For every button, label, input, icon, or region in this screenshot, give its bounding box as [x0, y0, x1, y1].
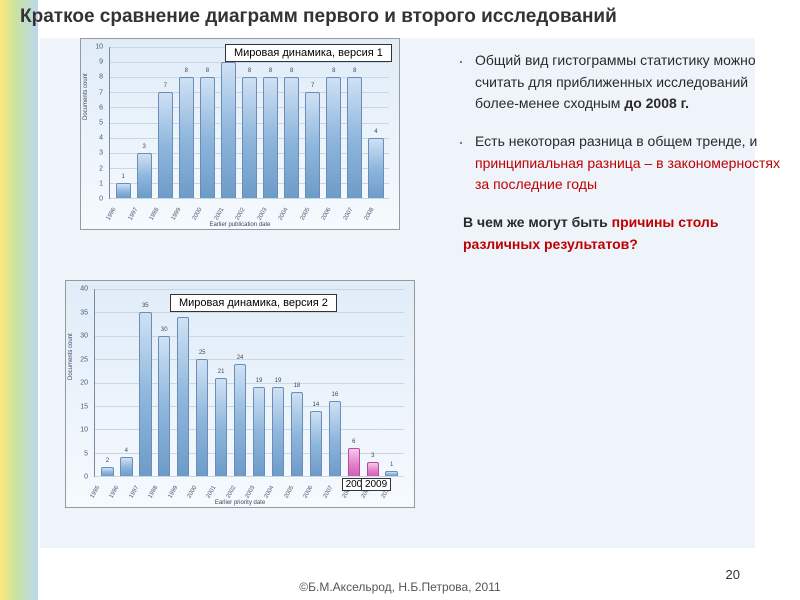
bar: 4: [368, 138, 383, 198]
bar: 34: [177, 317, 189, 476]
bar: 2: [101, 467, 113, 476]
bar: 7: [158, 92, 173, 198]
bar: 4: [120, 457, 132, 476]
bar: 8: [179, 77, 194, 198]
chart1-badge: Мировая динамика, версия 1: [225, 44, 392, 62]
chart2-bars: 243530342521241919181416631: [95, 289, 404, 476]
chart1-y-ticks: 012345678910: [81, 47, 107, 199]
bullet1-text: Общий вид гистограммы статистику можно с…: [475, 52, 756, 111]
closing-pre: В чем же могут быть: [463, 214, 612, 230]
chart2-badge: Мировая динамика, версия 2: [170, 294, 337, 312]
bar: 24: [234, 364, 246, 476]
bullet2-red: принципиальная разница – в закономерност…: [475, 155, 780, 193]
bar: 14: [310, 411, 322, 476]
slide-title: Краткое сравнение диаграмм первого и вто…: [20, 6, 780, 28]
bar: 1: [385, 471, 397, 476]
bar: 3: [137, 153, 152, 198]
chart1-area: Documents count 012345678910 13788988878…: [81, 39, 399, 229]
bar: 8: [326, 77, 341, 198]
bar: 3: [367, 462, 379, 476]
bar: 21: [215, 378, 227, 476]
closing-question: В чем же могут быть причины столь различ…: [455, 212, 780, 255]
chart2-area: Documents count 0510152025303540 2435303…: [66, 281, 414, 507]
chart2-x-axis-title: Earlier priority date: [66, 500, 414, 506]
bar: 7: [305, 92, 320, 198]
chart1-x-axis-title: Earlier publication date: [81, 222, 399, 228]
chart-version-1: Documents count 012345678910 13788988878…: [80, 38, 400, 230]
bullet-item-1: Общий вид гистограммы статистику можно с…: [455, 50, 780, 115]
bullet-item-2: Есть некоторая разница в общем тренде, и…: [455, 131, 780, 196]
bar: 30: [158, 336, 170, 476]
chart2-y-ticks: 0510152025303540: [66, 289, 92, 477]
chart1-plot: 1378898887884: [109, 47, 389, 199]
bar: 8: [263, 77, 278, 198]
side-gradient-decor: [0, 0, 38, 600]
bar: 6: [348, 448, 360, 476]
slide-root: Краткое сравнение диаграмм первого и вто…: [0, 0, 800, 600]
chart2-plot: 243530342521241919181416631: [94, 289, 404, 477]
bar: 18: [291, 392, 303, 476]
bar: 8: [347, 77, 362, 198]
bar: 19: [253, 387, 265, 476]
bar: 1: [116, 183, 131, 198]
footer-copyright: ©Б.М.Аксельрод, Н.Б.Петрова, 2011: [0, 580, 800, 594]
chart1-x-ticks: 1996199719981999200020012002200320042005…: [109, 201, 389, 223]
bar: 9: [221, 62, 236, 198]
bar: 8: [284, 77, 299, 198]
bullet2-text: Есть некоторая разница в общем тренде, и: [475, 133, 757, 149]
bar: 35: [139, 312, 151, 476]
bullet-list: Общий вид гистограммы статистику можно с…: [455, 50, 780, 256]
chart-version-2: Documents count 0510152025303540 2435303…: [65, 280, 415, 508]
bar: 8: [200, 77, 215, 198]
chart1-bars: 1378898887884: [110, 47, 389, 198]
year-label-2009: 2009: [361, 478, 391, 491]
bar: 19: [272, 387, 284, 476]
bar: 16: [329, 401, 341, 476]
bar: 25: [196, 359, 208, 476]
bar: 8: [242, 77, 257, 198]
bullet1-bold: до 2008 г.: [624, 95, 689, 111]
